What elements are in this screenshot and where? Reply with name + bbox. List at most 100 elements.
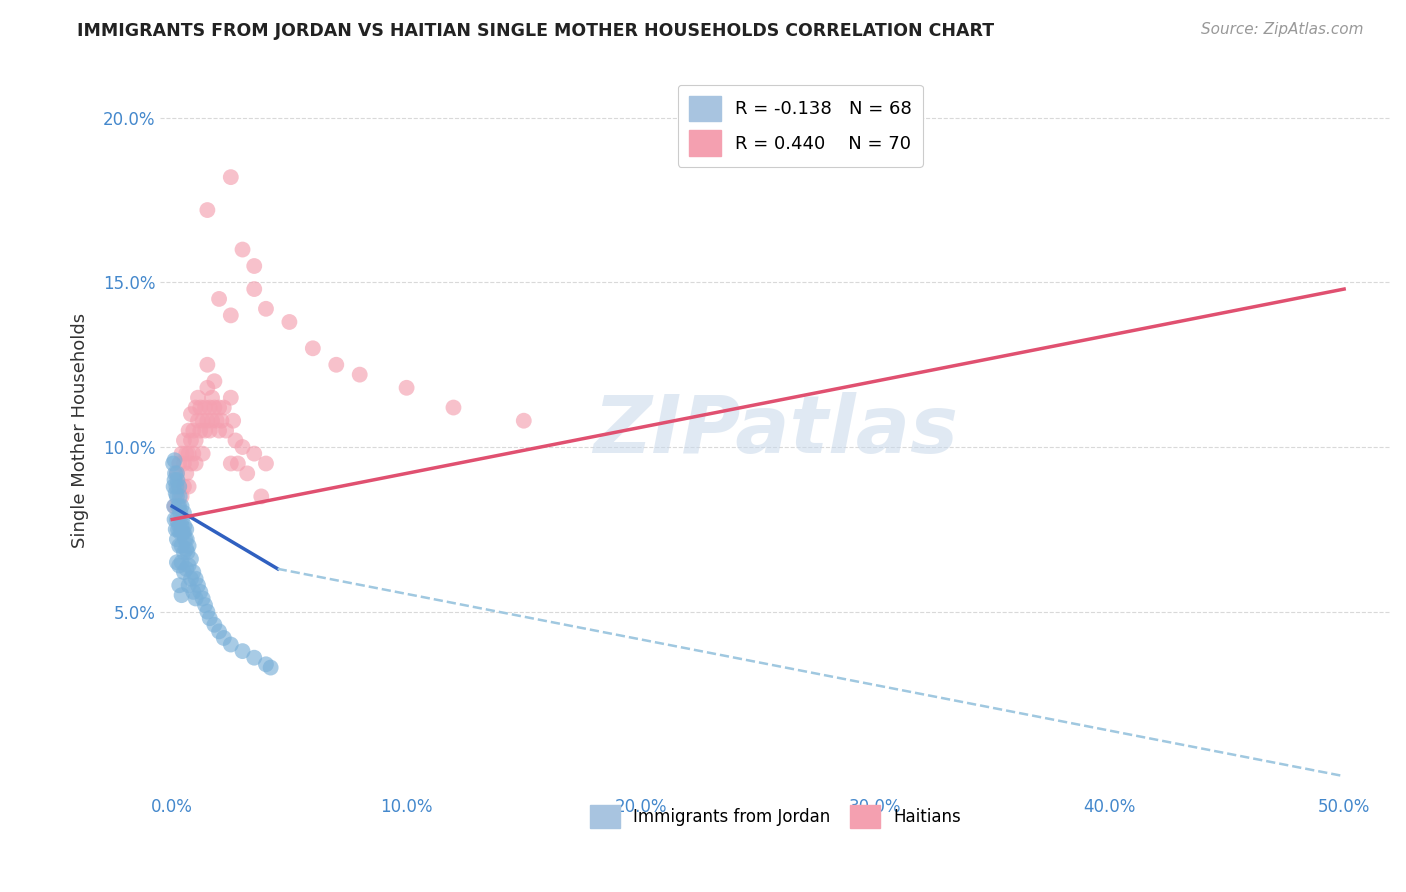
Text: ZIPatlas: ZIPatlas [593, 392, 959, 469]
Point [176, 545, 198, 559]
Point [181, 565, 204, 579]
Point [259, 660, 281, 674]
Point [222, 414, 245, 428]
Point [201, 391, 224, 405]
Point [184, 591, 207, 606]
Point [174, 542, 197, 557]
Point [219, 638, 242, 652]
Point [198, 611, 221, 625]
Point [177, 578, 200, 592]
Point [163, 500, 186, 514]
Point [243, 447, 266, 461]
Point [167, 457, 190, 471]
Point [513, 414, 536, 428]
Point [167, 522, 190, 536]
Point [191, 414, 214, 428]
Point [173, 519, 195, 533]
Point [174, 562, 197, 576]
Point [173, 525, 195, 540]
Point [231, 440, 253, 454]
Point [163, 467, 186, 481]
Point [243, 650, 266, 665]
Point [170, 588, 193, 602]
Point [254, 657, 277, 672]
Point [198, 401, 221, 415]
Point [167, 479, 190, 493]
Point [195, 358, 218, 372]
Point [184, 457, 207, 471]
Point [254, 457, 277, 471]
Point [202, 617, 225, 632]
Point [219, 309, 242, 323]
Point [166, 473, 188, 487]
Point [325, 358, 347, 372]
Legend: Immigrants from Jordan, Haitians: Immigrants from Jordan, Haitians [583, 798, 969, 835]
Point [243, 282, 266, 296]
Point [198, 424, 221, 438]
Point [187, 578, 209, 592]
Point [205, 414, 228, 428]
Point [184, 401, 207, 415]
Point [188, 401, 211, 415]
Point [177, 558, 200, 573]
Point [167, 578, 190, 592]
Y-axis label: Single Mother Households: Single Mother Households [72, 313, 89, 549]
Point [167, 500, 190, 514]
Point [167, 479, 190, 493]
Point [167, 519, 190, 533]
Point [191, 591, 214, 606]
Point [170, 555, 193, 569]
Point [224, 434, 246, 448]
Point [180, 552, 202, 566]
Point [219, 391, 242, 405]
Point [173, 479, 195, 493]
Point [166, 467, 188, 481]
Point [163, 473, 186, 487]
Point [170, 500, 193, 514]
Point [219, 170, 242, 185]
Point [184, 572, 207, 586]
Point [191, 447, 214, 461]
Point [167, 500, 190, 514]
Point [176, 532, 198, 546]
Point [174, 532, 197, 546]
Point [173, 545, 195, 559]
Point [250, 490, 273, 504]
Point [208, 292, 231, 306]
Point [166, 532, 188, 546]
Point [170, 447, 193, 461]
Point [163, 500, 186, 514]
Point [170, 512, 193, 526]
Text: Source: ZipAtlas.com: Source: ZipAtlas.com [1201, 22, 1364, 37]
Point [195, 381, 218, 395]
Point [173, 457, 195, 471]
Point [180, 407, 202, 421]
Point [180, 457, 202, 471]
Point [173, 506, 195, 520]
Point [180, 434, 202, 448]
Point [177, 447, 200, 461]
Point [173, 434, 195, 448]
Point [181, 447, 204, 461]
Point [166, 490, 188, 504]
Point [243, 259, 266, 273]
Point [395, 381, 418, 395]
Point [172, 525, 194, 540]
Point [162, 457, 184, 471]
Point [208, 624, 231, 639]
Point [226, 457, 249, 471]
Point [194, 401, 217, 415]
Point [169, 490, 191, 504]
Point [443, 401, 465, 415]
Point [202, 374, 225, 388]
Point [231, 644, 253, 658]
Point [278, 315, 301, 329]
Point [170, 539, 193, 553]
Text: IMMIGRANTS FROM JORDAN VS HAITIAN SINGLE MOTHER HOUSEHOLDS CORRELATION CHART: IMMIGRANTS FROM JORDAN VS HAITIAN SINGLE… [77, 22, 994, 40]
Point [166, 555, 188, 569]
Point [208, 401, 231, 415]
Point [184, 434, 207, 448]
Point [254, 301, 277, 316]
Point [169, 506, 191, 520]
Point [163, 512, 186, 526]
